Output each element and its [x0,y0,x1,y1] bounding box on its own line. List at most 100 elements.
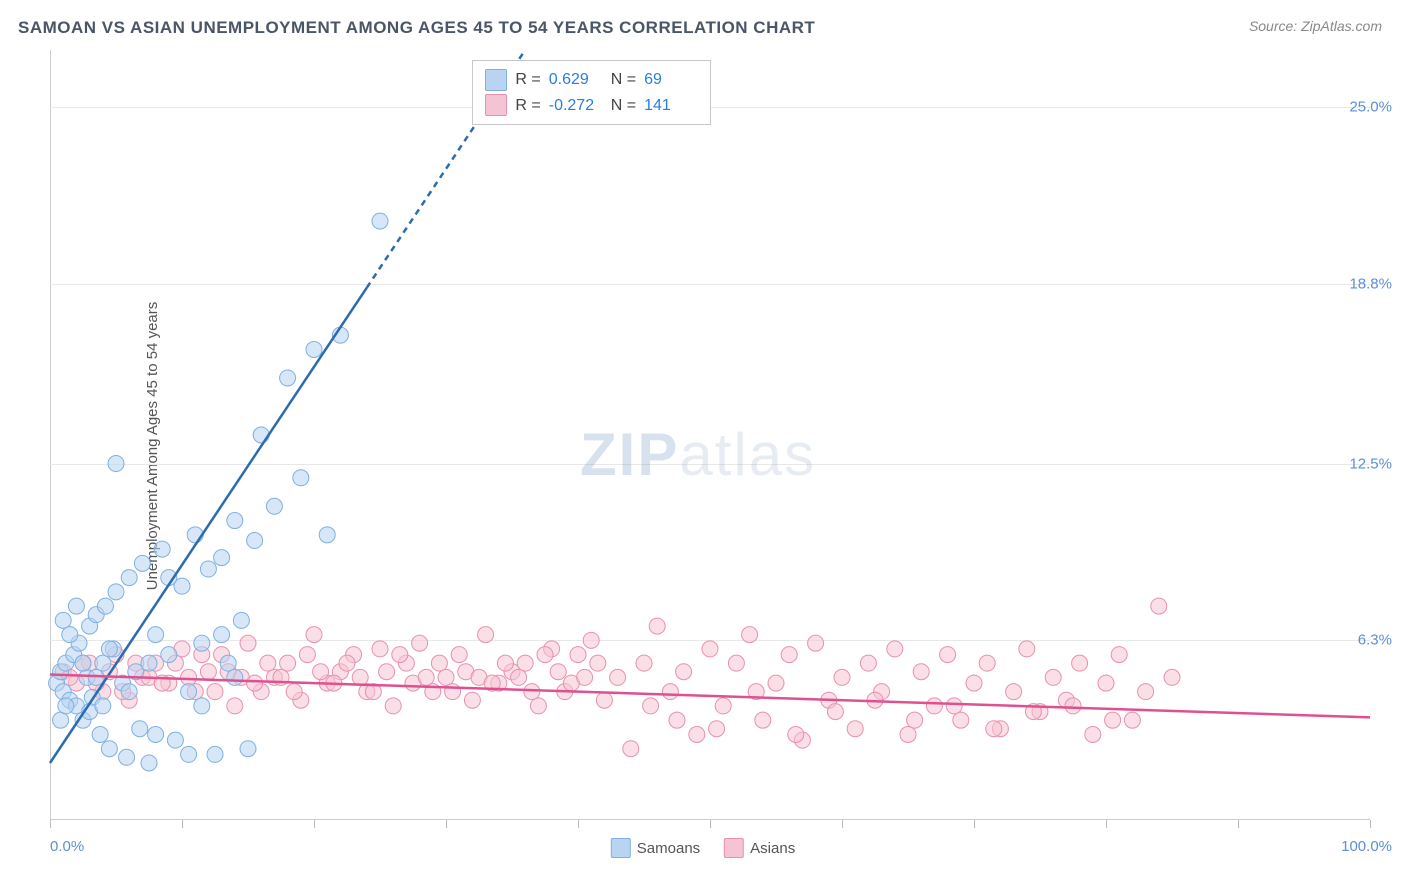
x-tick [1238,820,1239,828]
swatch-samoans [485,69,507,91]
data-point [1111,647,1127,663]
data-point [497,655,513,671]
data-point [200,664,216,680]
data-point [689,726,705,742]
scatter-svg [50,50,1370,820]
data-point [121,570,137,586]
data-point [887,641,903,657]
data-point [1085,726,1101,742]
data-point [372,641,388,657]
data-point [161,647,177,663]
data-point [293,470,309,486]
data-point [669,712,685,728]
stats-row-asians: R = -0.272 N = 141 [485,93,698,119]
data-point [451,647,467,663]
chart-title: SAMOAN VS ASIAN UNEMPLOYMENT AMONG AGES … [18,18,815,38]
data-point [524,684,540,700]
data-point [900,726,916,742]
n-value-asians: 141 [644,93,698,119]
data-point [181,684,197,700]
data-point [306,627,322,643]
data-point [385,698,401,714]
data-point [953,712,969,728]
data-point [537,647,553,663]
data-point [1045,669,1061,685]
data-point [181,746,197,762]
data-point [636,655,652,671]
data-point [286,684,302,700]
data-point [946,698,962,714]
data-point [121,684,137,700]
data-point [148,627,164,643]
data-point [266,498,282,514]
source-label: Source: ZipAtlas.com [1249,18,1382,34]
data-point [1098,675,1114,691]
data-point [577,669,593,685]
data-point [755,712,771,728]
data-point [808,635,824,651]
x-tick [446,820,447,828]
data-point [194,698,210,714]
data-point [728,655,744,671]
n-label: N = [611,67,636,93]
data-point [148,726,164,742]
data-point [92,726,108,742]
data-point [227,513,243,529]
data-point [1138,684,1154,700]
data-point [610,669,626,685]
data-point [1065,698,1081,714]
data-point [53,712,69,728]
data-point [570,647,586,663]
data-point [781,647,797,663]
x-axis-min-label: 0.0% [50,838,84,855]
data-point [352,669,368,685]
data-point [662,684,678,700]
data-point [643,698,659,714]
data-point [392,647,408,663]
data-point [233,612,249,628]
data-point [207,746,223,762]
stats-row-samoans: R = 0.629 N = 69 [485,67,698,93]
data-point [590,655,606,671]
data-point [260,655,276,671]
data-point [907,712,923,728]
x-axis-max-label: 100.0% [1341,838,1392,855]
series-asians [55,598,1180,757]
data-point [986,721,1002,737]
data-point [530,698,546,714]
n-label: N = [611,93,636,119]
data-point [431,655,447,671]
data-point [119,749,135,765]
data-point [194,635,210,651]
x-tick [314,820,315,828]
data-point [550,664,566,680]
data-point [220,655,236,671]
data-point [788,726,804,742]
data-point [372,213,388,229]
data-point [379,664,395,680]
x-tick [710,820,711,828]
data-point [511,669,527,685]
data-point [134,555,150,571]
data-point [181,669,197,685]
data-point [58,698,74,714]
data-point [55,612,71,628]
data-point [108,456,124,472]
data-point [280,655,296,671]
data-point [1164,669,1180,685]
data-point [742,627,758,643]
data-point [247,533,263,549]
data-point [207,684,223,700]
data-point [319,527,335,543]
data-point [834,669,850,685]
r-value-asians: -0.272 [549,93,603,119]
data-point [240,635,256,651]
r-label: R = [515,67,540,93]
data-point [214,627,230,643]
data-point [464,692,480,708]
data-point [412,635,428,651]
data-point [966,675,982,691]
x-tick [842,820,843,828]
data-point [200,561,216,577]
data-point [95,655,111,671]
